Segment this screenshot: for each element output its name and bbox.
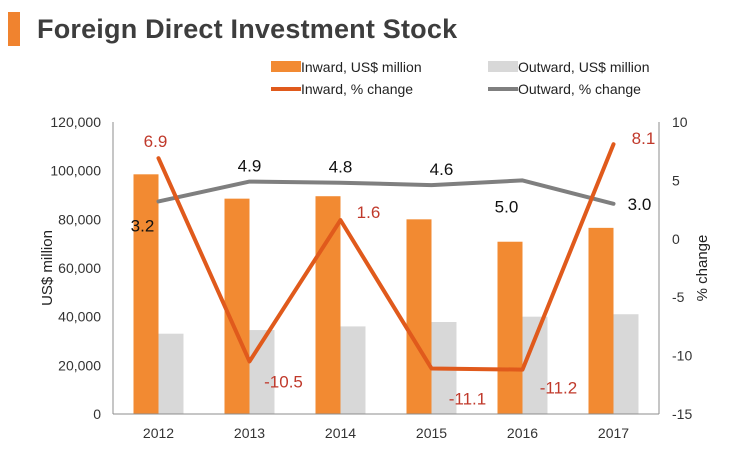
bar-inward-usd bbox=[497, 241, 523, 414]
left-axis-tick-label: 120,000 bbox=[50, 114, 101, 130]
legend-label-inward-usd: Inward, US$ million bbox=[301, 59, 422, 75]
data-label-inward-pct: -11.2 bbox=[540, 379, 578, 398]
data-label-outward-pct: 3.2 bbox=[131, 216, 155, 235]
title-accent-bar bbox=[8, 12, 20, 46]
x-axis-tick-label: 2016 bbox=[507, 425, 538, 441]
right-axis-tick-label: -5 bbox=[672, 289, 685, 305]
bar-inward-usd bbox=[133, 174, 159, 414]
x-axis-tick-label: 2012 bbox=[143, 425, 174, 441]
left-axis-tick-label: 0 bbox=[93, 406, 101, 422]
right-axis-tick-label: -15 bbox=[672, 406, 692, 422]
left-axis-tick-label: 100,000 bbox=[50, 163, 101, 179]
bar-inward-usd bbox=[315, 196, 341, 414]
left-axis-tick-label: 40,000 bbox=[58, 309, 101, 325]
line-inward-pct-change bbox=[156, 142, 616, 372]
left-axis-title: US$ million bbox=[39, 230, 56, 306]
legend-label-outward-usd: Outward, US$ million bbox=[518, 59, 650, 75]
legend-swatch-inward-usd bbox=[271, 61, 301, 72]
legend-label-inward-pct: Inward, % change bbox=[301, 81, 413, 97]
line-outward-pct-change bbox=[156, 178, 616, 206]
right-axis-tick-label: 5 bbox=[672, 172, 680, 188]
bar-outward-usd bbox=[613, 314, 639, 414]
left-axis-tick-label: 20,000 bbox=[58, 357, 101, 373]
data-label-outward-pct: 4.9 bbox=[238, 157, 262, 176]
data-label-inward-pct: 6.9 bbox=[144, 132, 168, 151]
bar-outward-usd bbox=[158, 333, 184, 414]
bar-inward-usd bbox=[588, 227, 614, 414]
data-label-inward-pct: 8.1 bbox=[632, 129, 656, 148]
x-axis-tick-label: 2013 bbox=[234, 425, 265, 441]
left-axis-tick-label: 80,000 bbox=[58, 211, 101, 227]
data-label-inward-pct: -11.1 bbox=[449, 389, 487, 408]
legend-swatch-outward-usd bbox=[488, 61, 518, 72]
data-label-outward-pct: 4.6 bbox=[430, 160, 454, 179]
x-axis-tick-label: 2015 bbox=[416, 425, 447, 441]
bar-outward-usd bbox=[522, 316, 548, 414]
right-axis-title: % change bbox=[694, 235, 711, 302]
data-label-inward-pct: 1.6 bbox=[357, 203, 381, 222]
right-axis-tick-label: -10 bbox=[672, 348, 692, 364]
left-axis-tick-label: 60,000 bbox=[58, 260, 101, 276]
x-axis-tick-label: 2014 bbox=[325, 425, 356, 441]
data-label-outward-pct: 3.0 bbox=[628, 195, 652, 214]
bar-outward-usd bbox=[340, 326, 366, 414]
data-label-inward-pct: -10.5 bbox=[264, 372, 303, 391]
data-label-outward-pct: 4.8 bbox=[329, 158, 353, 177]
chart-title: Foreign Direct Investment Stock bbox=[37, 14, 458, 44]
x-axis-tick-label: 2017 bbox=[598, 425, 629, 441]
legend-label-outward-pct: Outward, % change bbox=[518, 81, 641, 97]
right-axis-tick-label: 0 bbox=[672, 231, 680, 247]
right-axis-tick-label: 10 bbox=[672, 114, 688, 130]
data-label-outward-pct: 5.0 bbox=[495, 197, 519, 216]
bar-inward-usd bbox=[224, 198, 250, 414]
bar-inward-usd bbox=[406, 219, 432, 414]
